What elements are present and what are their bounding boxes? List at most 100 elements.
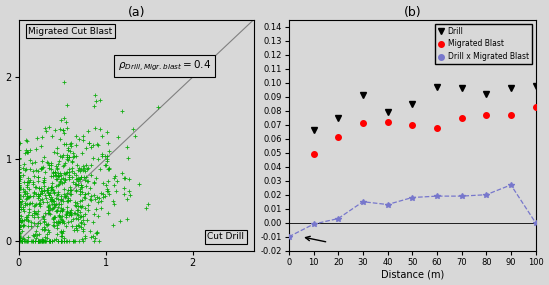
Point bbox=[103, 211, 112, 216]
Point bbox=[80, 166, 88, 170]
Point bbox=[54, 205, 63, 209]
Point bbox=[63, 126, 72, 131]
Point bbox=[94, 239, 103, 243]
Point bbox=[14, 173, 23, 178]
Point bbox=[14, 170, 23, 175]
Point bbox=[56, 220, 65, 225]
Point bbox=[88, 220, 97, 225]
Point bbox=[14, 239, 23, 243]
Point bbox=[51, 128, 59, 132]
Point bbox=[100, 194, 109, 198]
Point bbox=[14, 220, 23, 224]
Point bbox=[37, 227, 46, 231]
Point bbox=[55, 137, 64, 142]
Point bbox=[14, 205, 23, 209]
Point bbox=[14, 200, 23, 205]
Point bbox=[115, 219, 124, 223]
Point bbox=[54, 170, 63, 175]
Point bbox=[44, 230, 53, 234]
Point bbox=[92, 231, 100, 235]
Point bbox=[79, 213, 87, 218]
Point bbox=[14, 163, 23, 167]
Point bbox=[40, 178, 48, 182]
Point bbox=[33, 233, 42, 237]
Point bbox=[40, 188, 49, 193]
Point bbox=[89, 103, 98, 108]
Point bbox=[96, 166, 105, 171]
Point bbox=[77, 185, 86, 190]
Point bbox=[40, 216, 49, 221]
Point bbox=[28, 169, 37, 174]
Point bbox=[45, 203, 54, 207]
Point bbox=[14, 173, 23, 178]
Text: $\rho$$_{Drill,Migr.blast}$$= 0.4$: $\rho$$_{Drill,Migr.blast}$$= 0.4$ bbox=[117, 59, 211, 73]
Point bbox=[14, 194, 23, 199]
Point bbox=[28, 194, 37, 198]
Point bbox=[52, 220, 60, 225]
Point bbox=[14, 156, 23, 160]
Point bbox=[35, 239, 43, 243]
Point bbox=[36, 238, 44, 243]
Point bbox=[14, 227, 23, 231]
Point bbox=[100, 153, 109, 158]
Point bbox=[34, 196, 43, 200]
Point bbox=[24, 194, 32, 199]
Point bbox=[81, 168, 89, 173]
Point bbox=[30, 231, 39, 236]
Point bbox=[51, 172, 59, 177]
Point bbox=[44, 193, 53, 198]
Point bbox=[49, 206, 58, 211]
Point bbox=[23, 234, 32, 239]
Point bbox=[23, 191, 31, 196]
Point bbox=[14, 237, 23, 242]
Point bbox=[53, 231, 62, 236]
Point bbox=[93, 142, 102, 147]
Point bbox=[57, 173, 66, 177]
Point bbox=[104, 188, 113, 193]
Point bbox=[31, 229, 40, 233]
Point bbox=[38, 238, 47, 243]
Point bbox=[14, 170, 23, 174]
Point bbox=[34, 194, 43, 198]
Point bbox=[92, 229, 101, 234]
Point bbox=[30, 215, 38, 220]
Point bbox=[61, 120, 70, 125]
Point bbox=[76, 198, 85, 203]
Point bbox=[81, 178, 89, 183]
Point bbox=[68, 216, 77, 221]
Point bbox=[23, 184, 32, 189]
Point bbox=[93, 194, 102, 199]
Point bbox=[14, 199, 23, 204]
Point bbox=[14, 232, 23, 236]
Point bbox=[82, 145, 91, 150]
Point bbox=[24, 219, 32, 223]
Point bbox=[90, 235, 99, 240]
Point bbox=[113, 179, 122, 183]
Point bbox=[47, 185, 55, 189]
Point bbox=[67, 213, 76, 218]
Point bbox=[44, 186, 53, 191]
Point bbox=[14, 239, 23, 243]
Point bbox=[14, 235, 23, 240]
Point bbox=[153, 105, 162, 109]
Point bbox=[65, 155, 74, 160]
Point bbox=[52, 193, 61, 198]
Point bbox=[79, 239, 87, 243]
Point bbox=[59, 229, 68, 234]
Point bbox=[20, 236, 29, 241]
Point bbox=[26, 194, 35, 199]
Point bbox=[33, 179, 42, 183]
Point bbox=[20, 239, 29, 243]
Point bbox=[55, 182, 64, 187]
Point bbox=[14, 182, 23, 187]
Point bbox=[34, 220, 43, 225]
Point bbox=[14, 239, 23, 243]
Point bbox=[18, 199, 26, 203]
Point bbox=[50, 215, 59, 220]
Point bbox=[24, 150, 32, 154]
Point bbox=[100, 162, 109, 167]
Point bbox=[26, 201, 35, 206]
Point bbox=[43, 190, 52, 195]
Point bbox=[63, 209, 71, 213]
Point bbox=[66, 208, 75, 213]
